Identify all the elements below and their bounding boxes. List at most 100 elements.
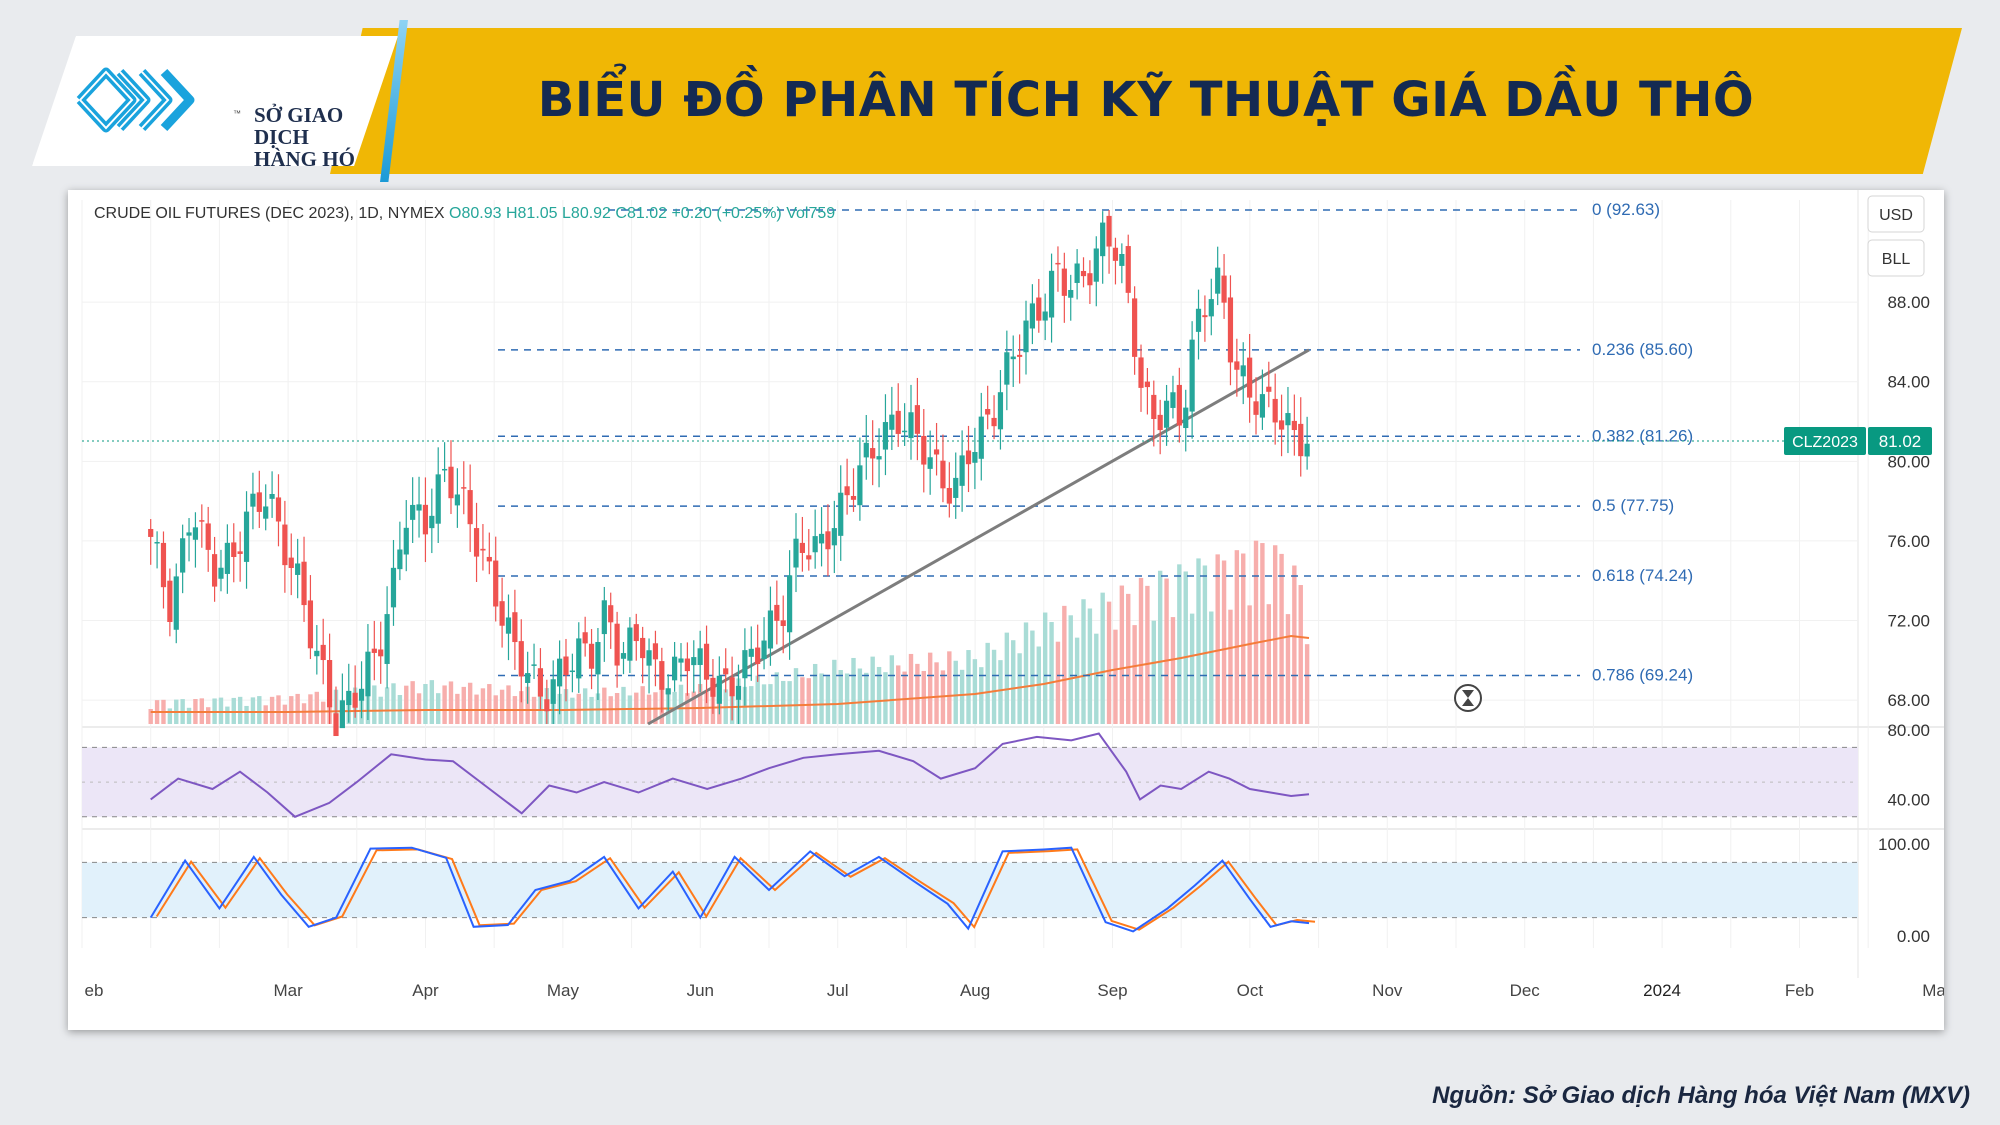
volume-bar <box>1132 625 1137 724</box>
candle-body <box>346 690 352 706</box>
volume-bar <box>640 686 645 724</box>
candle-body <box>659 661 665 690</box>
crude-oil-chart[interactable]: 0 (92.63) 0.236 (85.60) 0.382 (81.26) 0.5 (… <box>68 190 1944 1030</box>
candle-body <box>154 542 160 544</box>
candle-body <box>384 614 390 664</box>
volume-bar <box>206 707 211 724</box>
price-tick-label: 72.00 <box>1887 612 1930 631</box>
time-axis-label: eb <box>85 981 104 1000</box>
volume-bar <box>793 668 799 724</box>
volume-bar <box>857 668 863 724</box>
candle-body <box>186 532 192 536</box>
candle-body <box>1157 414 1163 431</box>
candle-body <box>793 538 799 568</box>
candle-body <box>295 563 301 575</box>
volume-bar <box>991 649 997 724</box>
volume-bar <box>1298 585 1303 724</box>
candle-body <box>1080 270 1087 277</box>
volume-bar <box>1017 653 1022 724</box>
stoch-band <box>82 862 1858 918</box>
volume-bar <box>1272 545 1278 724</box>
candle-body <box>946 487 952 504</box>
candle-body <box>620 653 627 659</box>
volume-bar <box>876 666 882 724</box>
candle-body <box>940 460 946 489</box>
candle-body <box>167 580 173 623</box>
candle-body <box>473 528 480 557</box>
candle-body <box>192 527 199 540</box>
logo-card: ™ SỞ GIAO DỊCH HÀNG HÓA VIỆT NAM <box>32 36 398 166</box>
chart-panel[interactable]: 0 (92.63) 0.236 (85.60) 0.382 (81.26) 0.5 (… <box>68 190 1944 1030</box>
candle-body <box>518 641 524 677</box>
currency-unit-button[interactable] <box>1867 195 1925 233</box>
volume-bar <box>467 682 473 724</box>
volume-bar <box>902 671 907 724</box>
candle-body <box>148 528 154 537</box>
candle-body <box>1100 222 1106 257</box>
volume-bar <box>883 672 888 724</box>
candle-body <box>1093 248 1099 282</box>
volume-bar <box>442 685 447 724</box>
price-tick-label: 76.00 <box>1887 532 1930 551</box>
candle-body <box>1087 273 1093 286</box>
time-axis-label: Mar <box>1922 981 1944 1000</box>
candle-body <box>557 658 563 687</box>
volume-bar <box>1241 553 1246 724</box>
volume-bar <box>314 691 320 724</box>
time-axis-label: Oct <box>1237 981 1264 1000</box>
volume-bar <box>1119 585 1125 724</box>
candle-body <box>1036 297 1042 321</box>
volume-bar <box>1062 605 1067 724</box>
candle-body <box>665 688 671 695</box>
candle-body <box>378 649 384 657</box>
volume-bar <box>768 684 773 724</box>
replay-hourglass-icon[interactable] <box>1454 684 1482 712</box>
volume-bar <box>1189 613 1195 724</box>
volume-bar <box>1055 641 1061 724</box>
volume-bar <box>621 686 626 724</box>
volume-bar <box>972 659 978 724</box>
volume-bar <box>1011 640 1016 724</box>
volume-bar <box>1081 599 1086 724</box>
stoch-d-line[interactable] <box>155 848 1316 931</box>
candle-body <box>237 551 243 554</box>
volume-bar <box>1285 614 1291 724</box>
volume-bar <box>851 657 856 724</box>
candle-body <box>1215 267 1221 294</box>
volume-bar <box>455 693 460 724</box>
candle-body <box>959 455 965 486</box>
candle-body <box>326 660 333 708</box>
volume-bar <box>1196 558 1201 724</box>
candle-body <box>282 524 288 566</box>
symbol-info[interactable]: CRUDE OIL FUTURES (DEC 2023), 1D, NYMEX … <box>94 205 835 222</box>
volume-bar <box>448 681 454 724</box>
candle-body <box>250 493 256 507</box>
volume-bar <box>1266 604 1271 724</box>
candle-body <box>403 527 409 555</box>
candle-body <box>684 658 690 672</box>
stoch-k-line[interactable] <box>149 846 1310 933</box>
currency-unit-button[interactable] <box>1867 239 1925 277</box>
candle-body <box>1074 263 1080 283</box>
candle-body <box>461 487 467 489</box>
candle-body <box>927 457 933 469</box>
candle-body <box>1010 356 1016 360</box>
candle-body <box>914 405 920 434</box>
candle-body <box>1163 400 1170 428</box>
volume-bar <box>959 669 965 724</box>
candle-body <box>697 648 703 665</box>
candle-body <box>320 644 326 661</box>
volume-bar <box>257 696 262 724</box>
volume-bar <box>282 704 288 724</box>
candle-body <box>1112 247 1119 261</box>
candle-body <box>563 656 569 676</box>
volume-bar <box>819 673 824 724</box>
candle-body <box>716 675 722 704</box>
volume-bar <box>1138 577 1144 724</box>
rsi-line[interactable] <box>150 732 1310 818</box>
candle-body <box>633 624 639 642</box>
last-price-tag <box>1868 427 1932 456</box>
volume-bar <box>1247 605 1252 724</box>
time-axis-label: Sep <box>1097 981 1127 1000</box>
candle-body <box>1048 270 1055 318</box>
